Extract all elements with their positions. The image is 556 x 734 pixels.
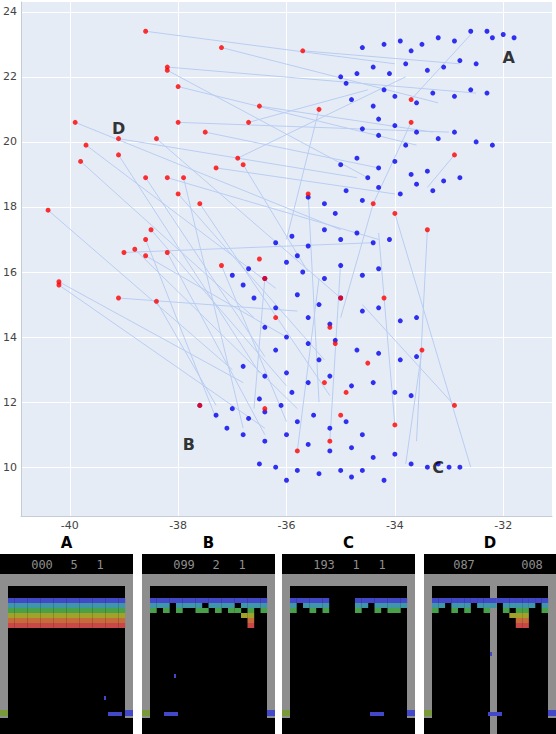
svg-text:D: D [112,119,125,138]
svg-text:1: 1 [378,558,385,572]
svg-text:2: 2 [212,558,219,572]
svg-text:C: C [343,534,354,552]
svg-text:D: D [484,534,496,552]
svg-text:12: 12 [3,396,17,409]
svg-text:24: 24 [3,5,17,18]
svg-text:B: B [183,435,195,454]
svg-text:B: B [203,534,214,552]
svg-text:1: 1 [96,558,103,572]
svg-text:14: 14 [3,331,17,344]
svg-text:A: A [502,48,515,67]
svg-text:10: 10 [3,461,17,474]
svg-text:087: 087 [453,558,475,572]
svg-text:5: 5 [70,558,77,572]
svg-text:22: 22 [3,70,17,83]
svg-text:008: 008 [521,558,543,572]
svg-text:193: 193 [313,558,335,572]
svg-text:-34: -34 [386,519,404,532]
svg-text:1: 1 [238,558,245,572]
svg-text:C: C [432,458,444,477]
svg-text:1: 1 [352,558,359,572]
svg-text:-36: -36 [278,519,296,532]
svg-text:A: A [61,534,73,552]
svg-text:000: 000 [31,558,53,572]
svg-text:-38: -38 [169,519,187,532]
svg-text:20: 20 [3,135,17,148]
svg-text:099: 099 [173,558,195,572]
svg-text:16: 16 [3,266,17,279]
svg-text:-32: -32 [494,519,512,532]
svg-text:18: 18 [3,200,17,213]
svg-text:-40: -40 [61,519,79,532]
